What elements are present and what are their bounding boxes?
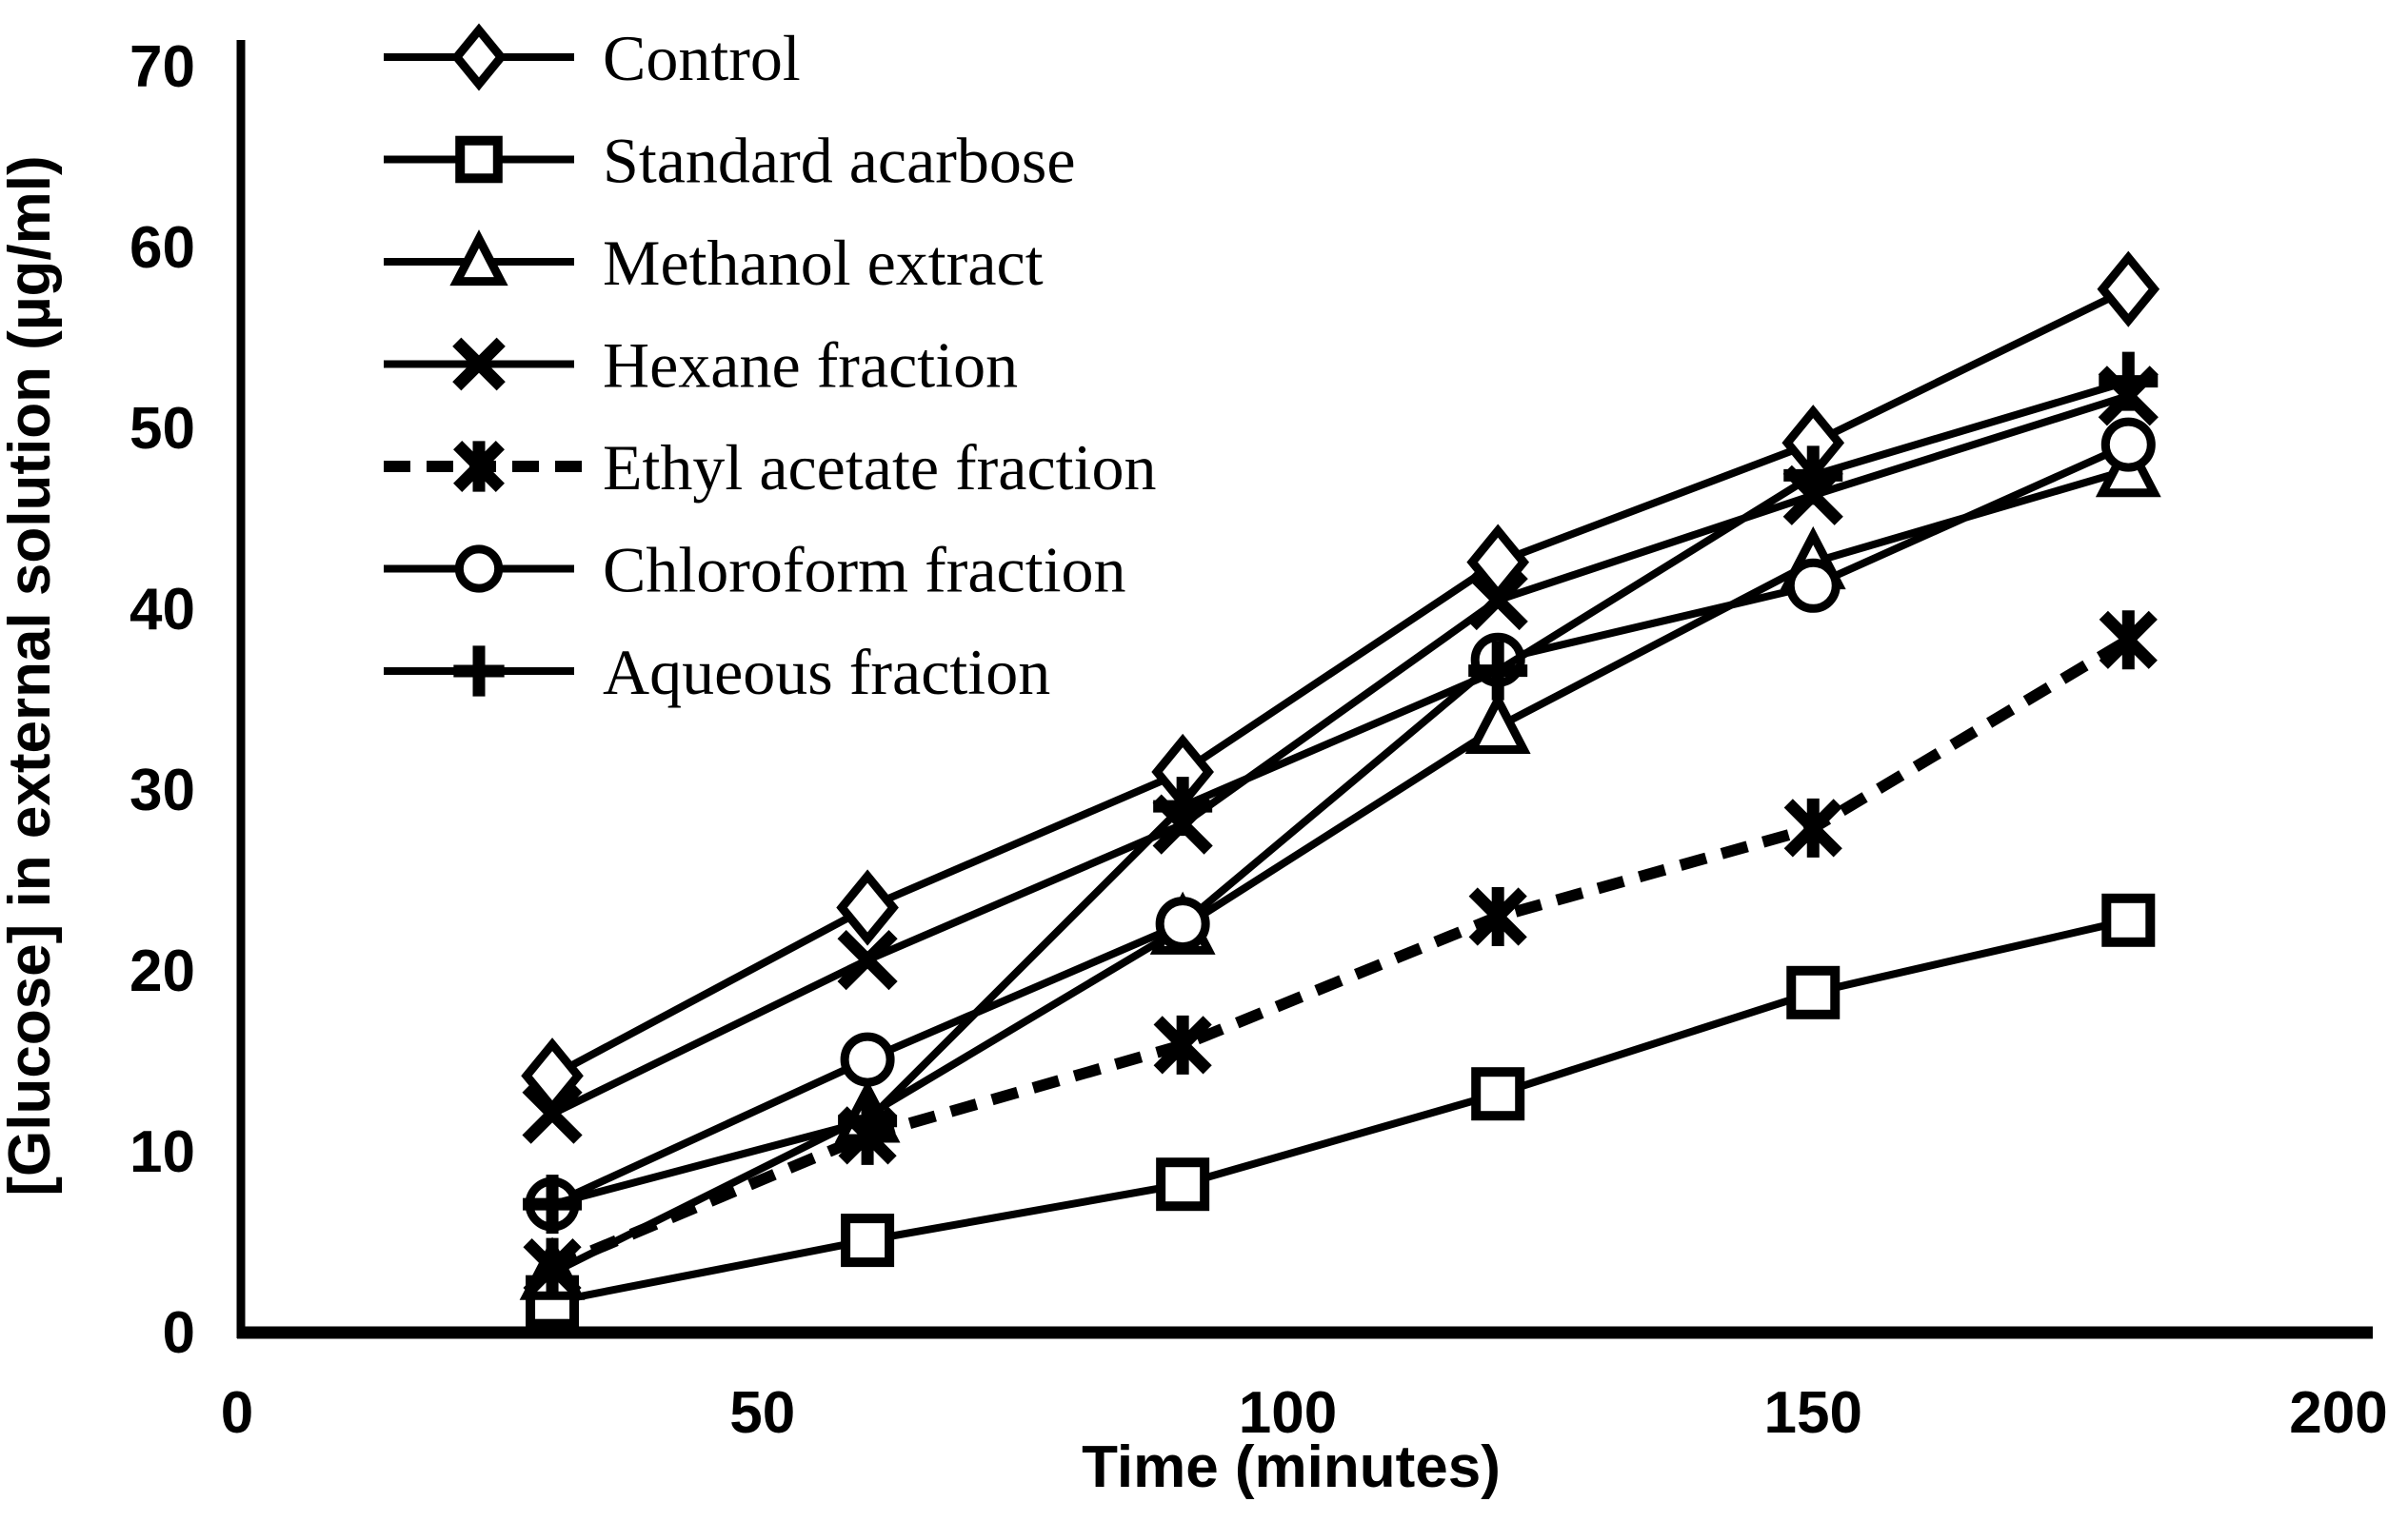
- legend-item-hexane-fraction: Hexane fraction: [384, 329, 1018, 402]
- series-line-methanol-extract: [550, 465, 2130, 1276]
- asterisk-marker-icon: [2099, 610, 2158, 670]
- x-tick-label: 0: [221, 1380, 253, 1446]
- x-tick-label: 100: [1239, 1380, 1337, 1446]
- legend-label: Chloroform fraction: [603, 534, 1126, 606]
- x-tick-label: 50: [729, 1380, 795, 1446]
- y-axis-title: [Glucose] in external solution (µg/ml): [0, 155, 63, 1196]
- plus-marker-icon: [1468, 641, 1528, 701]
- square-marker-icon: [1471, 1067, 1525, 1121]
- diamond-marker-icon: [1781, 405, 1845, 482]
- plus-marker-icon: [453, 645, 505, 697]
- x-marker-icon: [1467, 569, 1528, 631]
- asterisk-marker-icon: [1468, 887, 1527, 946]
- series-layer: [519, 250, 2161, 1329]
- legend-item-aqueous-fraction: Aqueous fraction: [384, 636, 1050, 708]
- square-marker-icon: [455, 135, 503, 184]
- triangle-marker-icon: [449, 229, 508, 287]
- legend: Control Standard acarbose Methanol extract…: [384, 22, 1156, 708]
- legend-item-control: Control: [384, 22, 801, 94]
- asterisk-marker-icon: [453, 441, 505, 492]
- y-tick-label: 30: [129, 758, 195, 823]
- series-line-aqueous-fraction: [551, 377, 2130, 1208]
- x-marker-icon: [522, 1083, 583, 1144]
- legend-label: Control: [603, 22, 801, 94]
- plus-marker-icon: [838, 1091, 898, 1151]
- circle-marker-icon: [840, 1032, 895, 1087]
- series-line-standard-acarbose: [551, 916, 2130, 1306]
- x-marker-icon: [452, 337, 506, 391]
- triangle-marker-icon: [1464, 690, 1531, 754]
- x-tick-label: 150: [1764, 1380, 1862, 1446]
- asterisk-marker-icon: [523, 1237, 582, 1297]
- y-tick-label: 70: [129, 34, 195, 100]
- plus-marker-icon: [1783, 445, 1843, 505]
- y-tick-label: 60: [129, 215, 195, 281]
- circle-marker-icon: [1155, 897, 1210, 952]
- plus-marker-icon: [523, 1175, 583, 1235]
- legend-label: Methanol extract: [603, 227, 1044, 299]
- series-standard-acarbose: [526, 893, 2156, 1329]
- asterisk-marker-icon: [1153, 1015, 1212, 1075]
- asterisk-marker-icon: [1783, 798, 1842, 858]
- square-marker-icon: [841, 1214, 895, 1268]
- series-aqueous-fraction: [523, 351, 2159, 1235]
- legend-label: Standard acarbose: [603, 125, 1076, 197]
- diamond-marker-icon: [836, 869, 899, 946]
- diamond-marker-icon: [2097, 250, 2160, 327]
- series-line-ethyl-acetate-fraction: [549, 635, 2132, 1274]
- legend-item-ethyl-acetate-fraction: Ethyl acetate fraction: [384, 431, 1156, 504]
- legend-item-standard-acarbose: Standard acarbose: [384, 125, 1076, 197]
- x-marker-icon: [837, 930, 898, 991]
- square-marker-icon: [2101, 893, 2156, 947]
- series-control: [521, 250, 2160, 1115]
- y-tick-label: 10: [129, 1119, 195, 1185]
- y-tick-label: 0: [163, 1300, 195, 1366]
- series-line-hexane-fraction: [550, 391, 2130, 1117]
- x-axis-title: Time (minutes): [1082, 1434, 1501, 1500]
- y-tick-label: 40: [129, 577, 195, 642]
- legend-label: Hexane fraction: [603, 329, 1018, 402]
- plus-marker-icon: [2099, 351, 2159, 411]
- square-marker-icon: [1786, 965, 1841, 1019]
- y-tick-label: 20: [129, 939, 195, 1004]
- legend-label: Aqueous fraction: [603, 636, 1050, 708]
- axes: 0 10 20 30 40 50 60 70 0 50 100 150 200: [129, 34, 2388, 1446]
- series-line-control: [550, 286, 2131, 1079]
- y-tick-label: 50: [129, 396, 195, 462]
- diamond-marker-icon: [1151, 733, 1214, 811]
- circle-marker-icon: [2100, 417, 2156, 472]
- circle-marker-icon: [1785, 558, 1841, 613]
- diamond-marker-icon: [450, 23, 507, 91]
- series-line-chloroform-fraction: [550, 441, 2130, 1208]
- plus-marker-icon: [1153, 777, 1213, 837]
- legend-item-methanol-extract: Methanol extract: [384, 227, 1044, 299]
- square-marker-icon: [1156, 1157, 1210, 1212]
- x-tick-label: 200: [2289, 1380, 2387, 1446]
- circle-marker-icon: [454, 544, 504, 593]
- legend-label: Ethyl acetate fraction: [603, 431, 1156, 504]
- legend-item-chloroform-fraction: Chloroform fraction: [384, 534, 1126, 606]
